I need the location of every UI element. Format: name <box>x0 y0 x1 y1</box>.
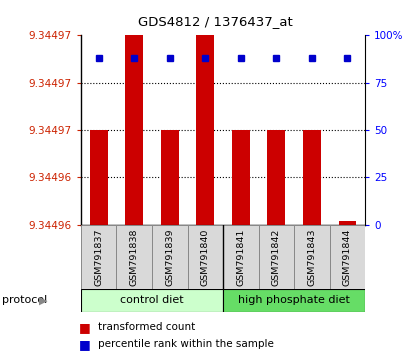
Bar <box>81 225 117 289</box>
Text: GDS4812 / 1376437_at: GDS4812 / 1376437_at <box>139 15 293 28</box>
Bar <box>223 225 259 289</box>
Text: GSM791841: GSM791841 <box>236 229 245 286</box>
Bar <box>161 130 178 225</box>
Text: GSM791837: GSM791837 <box>94 229 103 286</box>
Text: transformed count: transformed count <box>98 322 195 332</box>
Bar <box>259 225 294 289</box>
Bar <box>232 130 250 225</box>
Text: GSM791842: GSM791842 <box>272 229 281 286</box>
Text: ▶: ▶ <box>39 295 48 305</box>
Text: high phosphate diet: high phosphate diet <box>238 295 350 305</box>
Bar <box>125 35 143 225</box>
Bar <box>223 289 365 312</box>
Text: GSM791843: GSM791843 <box>308 229 316 286</box>
Text: GSM791844: GSM791844 <box>343 229 352 286</box>
Text: ■: ■ <box>79 338 90 350</box>
Text: GSM791840: GSM791840 <box>201 229 210 286</box>
Text: percentile rank within the sample: percentile rank within the sample <box>98 339 273 349</box>
Bar <box>196 35 214 225</box>
Bar <box>268 130 285 225</box>
Bar <box>303 130 321 225</box>
Bar <box>81 289 223 312</box>
Text: protocol: protocol <box>2 295 47 305</box>
Text: GSM791838: GSM791838 <box>130 229 139 286</box>
Text: GSM791839: GSM791839 <box>165 229 174 286</box>
Bar <box>117 225 152 289</box>
Text: control diet: control diet <box>120 295 184 305</box>
Bar <box>330 225 365 289</box>
Bar <box>188 225 223 289</box>
Bar <box>90 130 107 225</box>
Bar <box>339 221 356 225</box>
Bar <box>152 225 188 289</box>
Bar <box>294 225 330 289</box>
Text: ■: ■ <box>79 321 90 334</box>
